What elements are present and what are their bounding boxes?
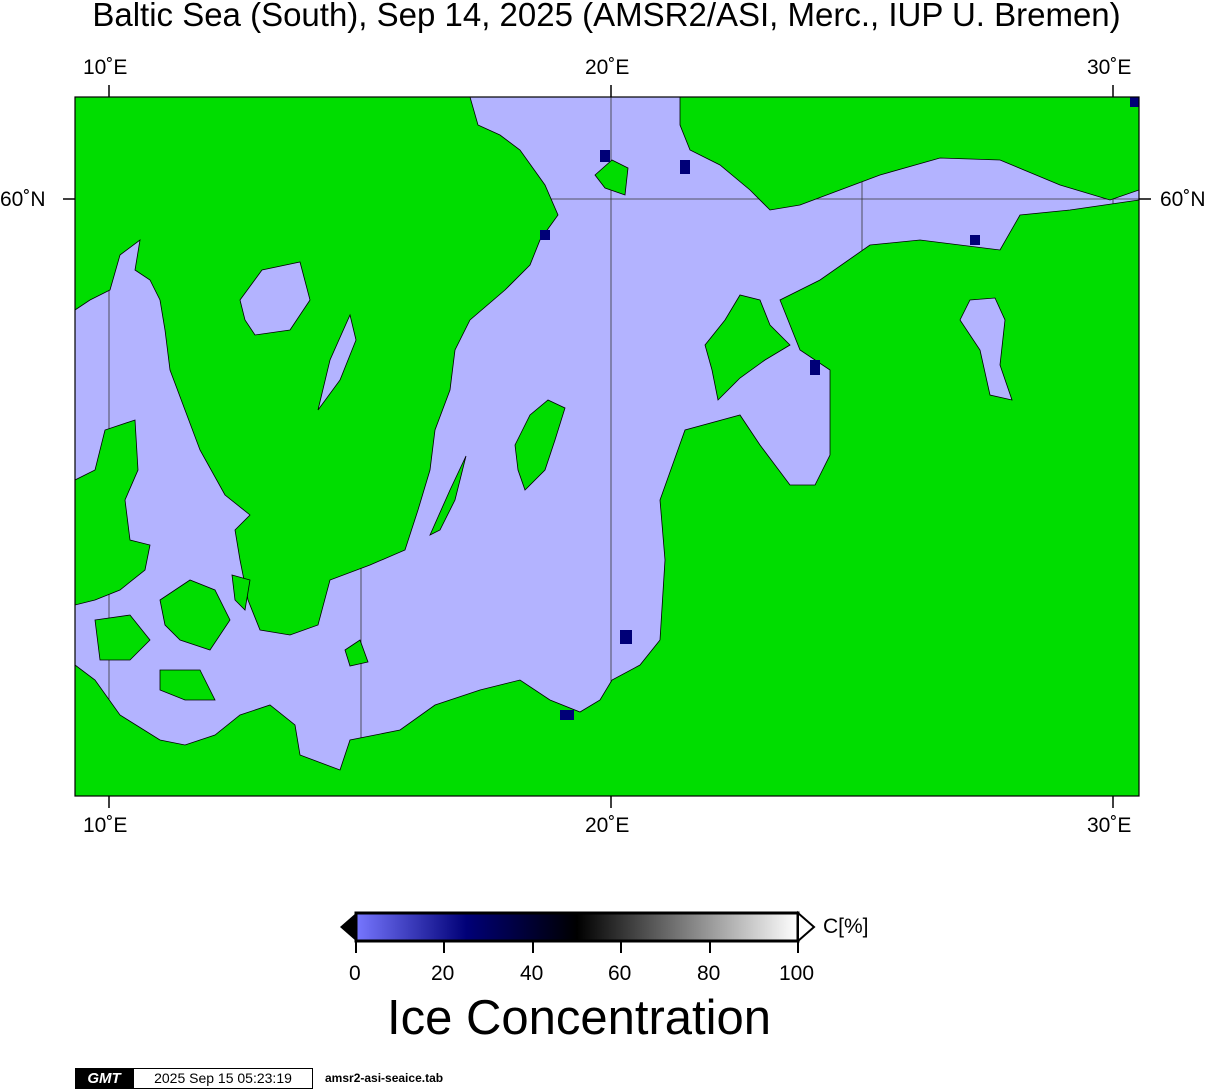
colorbar-unit: C[%] bbox=[823, 915, 869, 938]
bottom-lon-label: 30˚E bbox=[1087, 814, 1132, 837]
colorbar-tick: 20 bbox=[431, 962, 455, 985]
colorbar-tick: 0 bbox=[349, 962, 361, 985]
top-lon-label: 10˚E bbox=[83, 56, 128, 79]
land-gotland bbox=[514, 399, 566, 491]
top-lon-label: 30˚E bbox=[1087, 56, 1132, 79]
land-saaremaa bbox=[704, 294, 791, 401]
lake-peipus bbox=[959, 297, 1013, 401]
lake-vattern bbox=[317, 313, 357, 411]
colorbar-tick: 40 bbox=[520, 962, 544, 985]
map-title: Baltic Sea (South), Sep 14, 2025 (AMSR2/… bbox=[92, 0, 1121, 33]
colorbar-tick: 100 bbox=[779, 962, 815, 985]
land-aland bbox=[594, 159, 629, 196]
timestamp: 2025 Sep 15 05:23:19 bbox=[133, 1068, 313, 1089]
colorbar-high-triangle bbox=[797, 910, 816, 944]
colorbar-low-triangle bbox=[340, 913, 356, 941]
land-germany-poland bbox=[75, 199, 1139, 796]
colorbar-tick: 60 bbox=[608, 962, 632, 985]
colorbar-label: Ice Concentration bbox=[386, 991, 772, 1045]
lake-vanern bbox=[239, 261, 311, 336]
right-lat-label: 60˚N bbox=[1160, 188, 1206, 211]
gmt-logo: GMT bbox=[75, 1068, 133, 1089]
top-lon-label: 20˚E bbox=[585, 56, 630, 79]
source-file: amsr2-asi-seaice.tab bbox=[325, 1071, 444, 1085]
land-oland bbox=[429, 455, 467, 536]
colorbar bbox=[340, 910, 816, 953]
land-jutland bbox=[75, 419, 151, 606]
bottom-lon-label: 20˚E bbox=[585, 814, 630, 837]
land-danish-islands bbox=[94, 574, 369, 701]
colorbar-tick: 80 bbox=[697, 962, 721, 985]
left-lat-label: 60˚N bbox=[0, 188, 46, 211]
land-finland bbox=[679, 97, 1139, 211]
land-scandinavia bbox=[75, 97, 559, 636]
ice-edge-pixels bbox=[540, 97, 1139, 720]
map-frame bbox=[74, 96, 1140, 797]
bottom-lon-label: 10˚E bbox=[83, 814, 128, 837]
frame-ticks bbox=[63, 85, 1151, 808]
